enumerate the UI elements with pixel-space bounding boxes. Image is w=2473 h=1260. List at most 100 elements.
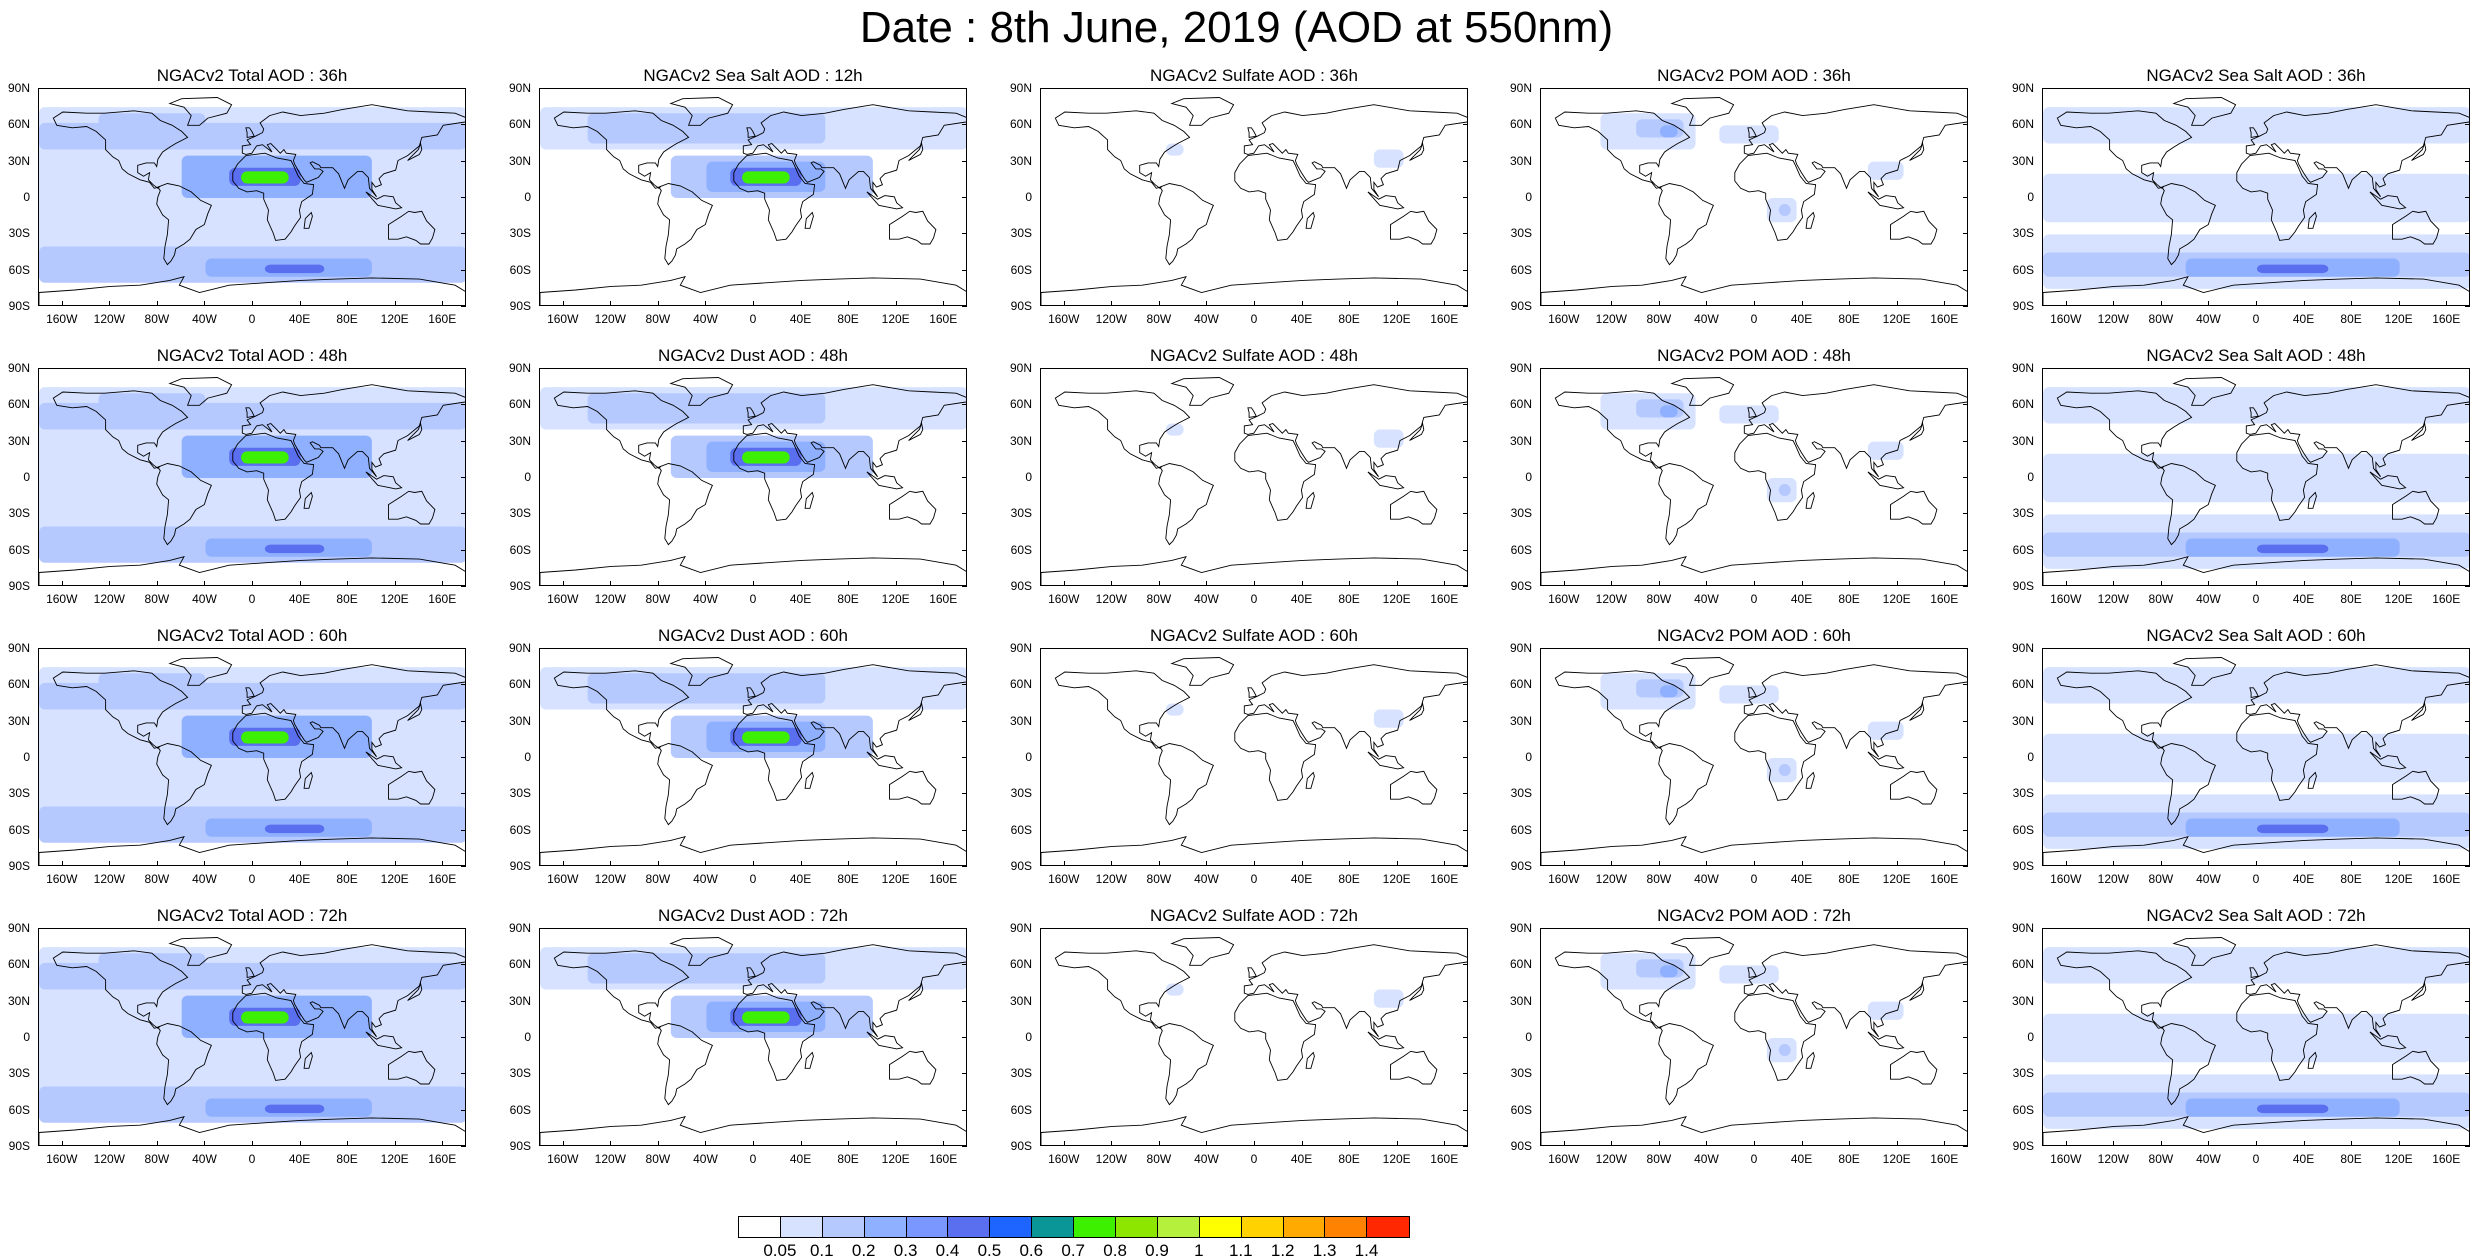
lat-tick-label: 0 (2027, 470, 2034, 484)
coastline-antarctica (2043, 276, 2469, 305)
lon-tick-label: 120E (380, 872, 409, 886)
coastline-northAmerica (52, 950, 189, 1029)
lon-tick-label: 80W (144, 872, 170, 886)
lat-tick-label: 30S (1510, 506, 1532, 521)
lat-tick (1463, 866, 1468, 867)
lat-tick-label: 60S (509, 1102, 531, 1117)
lon-tick-label: 120W (2097, 1152, 2129, 1166)
lon-tick (1396, 301, 1398, 306)
lon-tick (705, 301, 707, 306)
coastline-greenland (168, 657, 233, 686)
lon-tick-label: 40W (693, 312, 718, 326)
lon-tick (1563, 581, 1565, 586)
lon-tick (252, 581, 253, 586)
coastline-japan (407, 981, 423, 1001)
lon-tick (299, 1141, 301, 1146)
lat-tick (1963, 404, 1968, 406)
lat-tick (962, 233, 967, 235)
lon-tick (1444, 1141, 1446, 1146)
lat-tick-label: 60N (7, 677, 30, 692)
lat-tick (1963, 1037, 1968, 1038)
lon-tick-label: 160E (1430, 1152, 1459, 1166)
lat-tick-label: 60N (7, 397, 30, 412)
coastline-eurasia (1743, 664, 1967, 758)
coastline-africa (1734, 992, 1817, 1081)
lat-tick-label: 60S (8, 822, 30, 837)
coastline-japan (2411, 421, 2427, 441)
lat-tick (2465, 757, 2470, 758)
lon-tick-label: 0 (749, 872, 757, 886)
lon-tick (156, 1141, 158, 1146)
coastline-africa (232, 712, 315, 801)
coastline-japan (908, 701, 924, 721)
lat-tick-label: 60S (509, 822, 531, 837)
lon-tick (1658, 861, 1660, 866)
lon-tick (1396, 1141, 1398, 1146)
coastline-antarctica (2043, 836, 2469, 865)
map-frame (1540, 928, 1968, 1146)
lon-tick (1444, 861, 1446, 866)
lat-tick (1463, 829, 1468, 831)
aod-map (1541, 657, 1967, 865)
lat-tick-label: 90S (509, 859, 531, 873)
lat-tick (461, 88, 466, 89)
lon-tick (2160, 861, 2162, 866)
coastline-northAmerica (1554, 390, 1691, 469)
lon-tick-label: 160E (2432, 872, 2461, 886)
lon-tick-label: 80E (2340, 592, 2362, 606)
coastline-japan (2411, 981, 2427, 1001)
coastline-southAmerica (1158, 1023, 1214, 1106)
aod-region (1165, 703, 1184, 716)
lat-tick-label: 90N (7, 361, 30, 375)
coastline-eurasia (241, 104, 465, 198)
map-frame (1040, 368, 1468, 586)
lat-tick-label: 90N (1009, 641, 1032, 655)
lat-tick (1463, 1146, 1468, 1147)
coastline-australia (1390, 1050, 1438, 1085)
lat-tick (962, 684, 967, 686)
coastline-australia (889, 1050, 937, 1085)
lat-tick (1463, 269, 1468, 271)
lon-tick-label: 120W (93, 312, 125, 326)
lon-tick-label: 0 (248, 312, 256, 326)
lat-tick (1963, 720, 1968, 722)
aod-region (98, 673, 206, 710)
map-frame (2042, 368, 2470, 586)
coastline-antarctica (540, 836, 966, 865)
coastline-uk (1747, 127, 1757, 138)
panel-title: NGACv2 Sulfate AOD : 48h (1150, 346, 1358, 365)
lon-tick (299, 861, 301, 866)
aod-region (241, 1011, 289, 1024)
lon-tick-label: 120W (2097, 592, 2129, 606)
colorbar-label: 0.1 (809, 1241, 834, 1260)
aod-map (2043, 937, 2469, 1145)
lon-tick-label: 0 (1750, 312, 1758, 326)
lon-tick (2160, 581, 2162, 586)
coastline-greenland (2172, 937, 2237, 966)
lon-tick (1706, 861, 1708, 866)
lon-tick-label: 160E (929, 872, 958, 886)
lat-tick-label: 30S (8, 226, 30, 241)
lon-tick (1349, 861, 1351, 866)
lon-tick-label: 40E (288, 872, 311, 886)
lat-tick-label: 90N (2011, 641, 2034, 655)
lat-tick (461, 720, 466, 722)
aod-region (2043, 667, 2469, 704)
lon-tick-label: 40E (1790, 872, 1813, 886)
lat-tick-label: 30N (508, 433, 531, 448)
lon-tick (2446, 861, 2448, 866)
lat-tick (461, 269, 466, 271)
lon-tick (705, 1141, 707, 1146)
lon-tick-label: 160E (2432, 1152, 2461, 1166)
lat-tick-label: 30S (8, 1066, 30, 1081)
lat-tick-label: 90S (1010, 299, 1032, 313)
coastline-northAmerica (553, 110, 690, 189)
lat-tick (2465, 1000, 2470, 1002)
aod-region (2257, 1104, 2329, 1114)
lon-tick (1254, 1141, 1255, 1146)
lat-tick-label: 30N (1009, 433, 1032, 448)
lon-tick (943, 581, 945, 586)
lat-tick (962, 306, 967, 307)
lon-tick-label: 120W (1095, 592, 1127, 606)
lon-tick (2065, 581, 2067, 586)
